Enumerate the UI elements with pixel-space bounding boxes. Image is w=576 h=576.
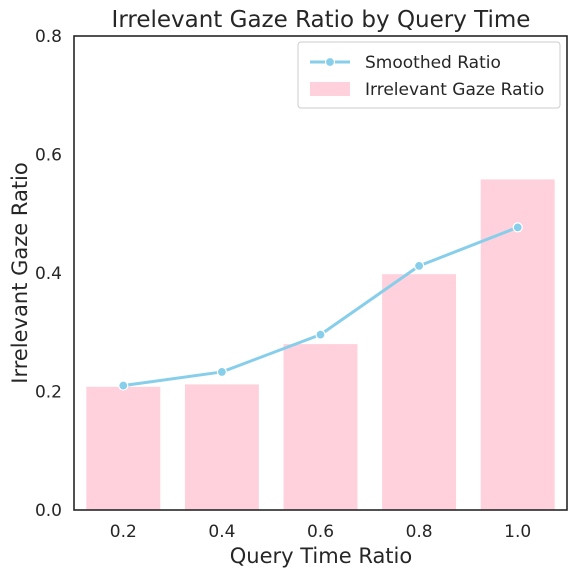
bar-0.8 [382,274,457,510]
x-axis-title: Query Time Ratio [230,544,412,568]
x-tick-label: 1.0 [504,522,531,542]
y-axis-title: Irrelevant Gaze Ratio [8,162,32,384]
bar-0.2 [86,386,161,510]
x-tick-label: 0.8 [406,522,433,542]
bar-1.0 [480,179,555,510]
y-tick-label: 0.8 [35,27,62,47]
smoothed-ratio-point-0.6 [315,329,326,340]
y-tick-label: 0.0 [35,501,62,521]
bar-0.6 [283,344,358,510]
bar-0.4 [184,384,259,510]
legend: Smoothed Ratio Irrelevant Gaze Ratio [297,41,561,109]
legend-frame [297,41,561,109]
y-tick-label: 0.6 [35,146,62,166]
bars-layer [86,179,555,510]
y-tick-label: 0.4 [35,264,62,284]
chart-title: Irrelevant Gaze Ratio by Query Time [112,7,531,33]
y-axis-ticks: 0.0 0.2 0.4 0.6 0.8 [35,27,62,521]
y-tick-label: 0.2 [35,383,62,403]
smoothed-ratio-point-0.4 [216,366,227,378]
x-axis-ticks: 0.2 0.4 0.6 0.8 1.0 [110,522,531,542]
x-tick-label: 0.6 [307,522,334,542]
legend-line-marker [324,56,336,68]
legend-label-irrelevant-gaze-ratio: Irrelevant Gaze Ratio [365,80,544,100]
smoothed-ratio-point-0.2 [118,380,129,391]
smoothed-ratio-point-1.0 [512,222,523,233]
x-tick-label: 0.2 [110,522,137,542]
legend-bar-swatch [310,82,350,96]
x-tick-label: 0.4 [208,522,235,542]
legend-label-smoothed-ratio: Smoothed Ratio [365,53,501,73]
smoothed-ratio-point-0.8 [414,260,425,271]
line-layer [118,222,523,391]
plot-frame [73,35,568,511]
